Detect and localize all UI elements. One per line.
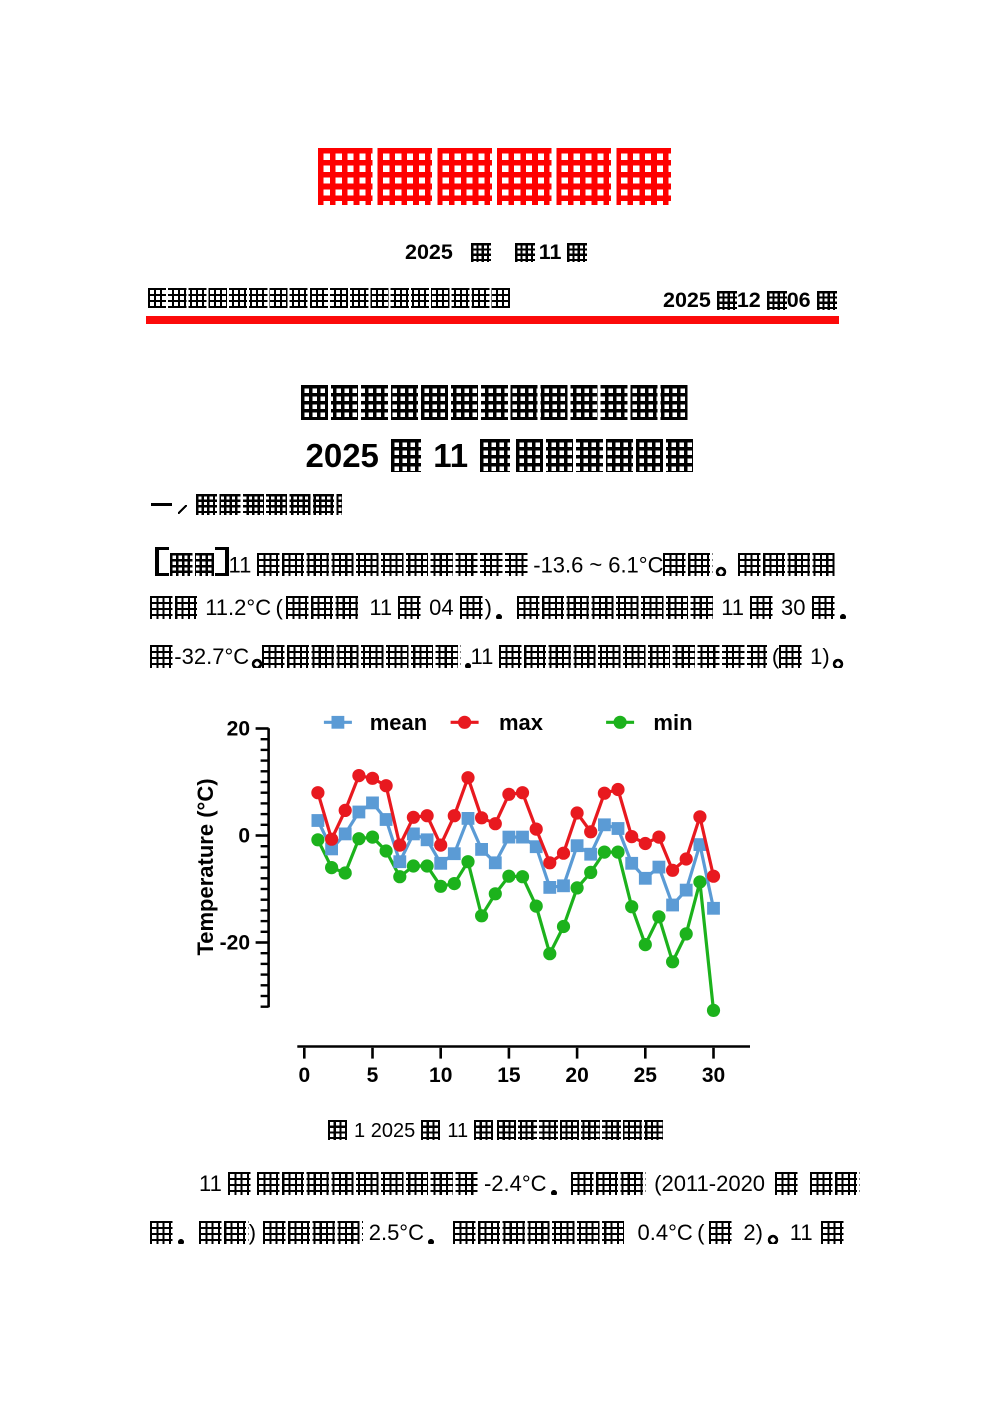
svg-text:5: 5 — [367, 1064, 379, 1087]
svg-text:15: 15 — [497, 1064, 521, 1087]
svg-text:-20: -20 — [220, 932, 250, 955]
svg-text:min: min — [653, 710, 692, 735]
svg-text:10: 10 — [429, 1064, 452, 1087]
svg-text:mean: mean — [370, 710, 427, 735]
svg-text:Temperature (°C): Temperature (°C) — [193, 778, 218, 955]
svg-text:0: 0 — [298, 1064, 310, 1087]
svg-text:max: max — [499, 710, 544, 735]
svg-text:0: 0 — [238, 825, 250, 848]
svg-text:20: 20 — [565, 1064, 588, 1087]
svg-text:25: 25 — [634, 1064, 658, 1087]
svg-text:20: 20 — [227, 718, 250, 741]
svg-text:30: 30 — [702, 1064, 725, 1087]
